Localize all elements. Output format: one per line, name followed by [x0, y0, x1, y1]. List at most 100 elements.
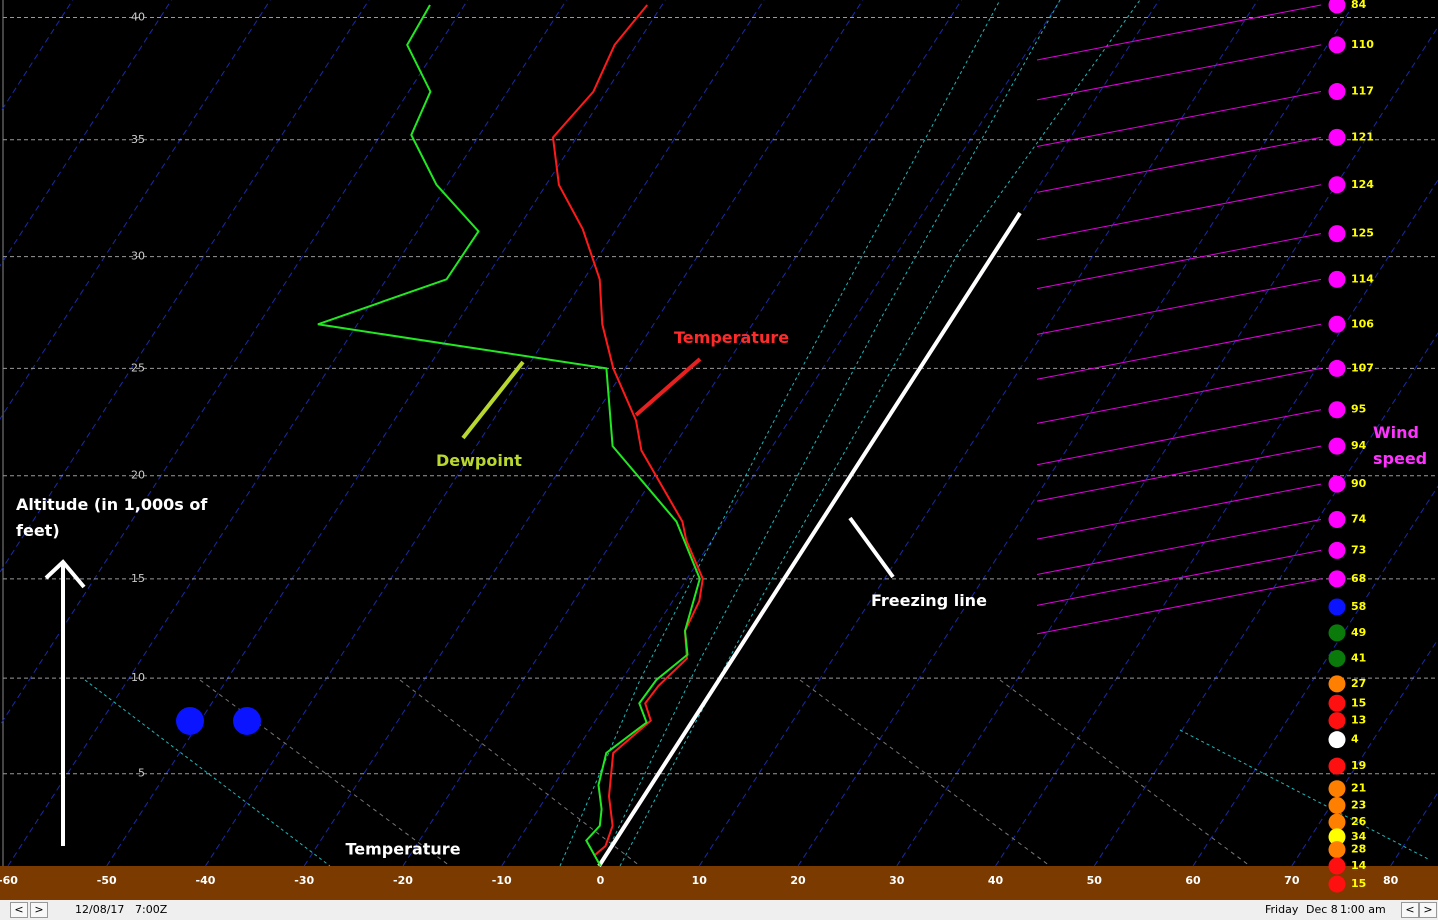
legend-dot [176, 707, 204, 735]
next-button[interactable]: > [30, 902, 48, 918]
prev-button[interactable]: < [10, 902, 28, 918]
isotherm-grid-line [303, 0, 864, 867]
adiabat [559, 0, 1001, 867]
x-tick-label: 20 [790, 874, 806, 887]
wind-marker [1328, 128, 1346, 146]
isotherm-grid-line [1093, 332, 1438, 867]
y-tick-label: 5 [138, 767, 145, 780]
adiabat [1179, 729, 1431, 861]
x-tick-label: -50 [97, 874, 117, 887]
isotherm-grid-line [797, 0, 1358, 867]
x-tick-label: 50 [1087, 874, 1103, 887]
wind-barb [1036, 409, 1322, 466]
temperature-annotation: Temperature [674, 328, 790, 347]
y-tick-label: 15 [131, 572, 145, 585]
wind-label: 28 [1351, 843, 1366, 856]
dewpoint-annotation: Dewpoint [436, 451, 522, 470]
x-tick-label: -40 [196, 874, 216, 887]
y-tick-label: 30 [131, 250, 145, 263]
wind-label: 107 [1351, 361, 1374, 374]
wind-marker [1328, 757, 1346, 775]
wind-label: 94 [1351, 439, 1367, 452]
time: 7:00Z [135, 903, 168, 916]
wind-marker [1328, 780, 1346, 798]
x-tick-label: 40 [988, 874, 1004, 887]
wind-label: 117 [1351, 85, 1374, 98]
isotherm-grid-line [1291, 638, 1438, 867]
legend-dot [233, 707, 261, 735]
wind-marker [1328, 359, 1346, 377]
wind-label: 26 [1351, 815, 1367, 828]
wind-marker [1328, 841, 1346, 859]
wind-barb [1036, 483, 1322, 540]
wind-label: 23 [1351, 798, 1366, 811]
wind-label: 84 [1351, 0, 1367, 11]
wind-marker [1328, 176, 1346, 194]
wind-marker [1328, 875, 1346, 893]
isotherm-grid-line [402, 0, 962, 867]
wind-label: 125 [1351, 227, 1374, 240]
wind-marker [1328, 813, 1346, 831]
adiabat [619, 0, 1141, 867]
x-tick-label: 30 [889, 874, 905, 887]
isotherm-grid-line [7, 0, 567, 867]
wind-label: 58 [1351, 600, 1366, 613]
wind-barb [1036, 233, 1322, 290]
altitude-arrowhead [44, 559, 86, 589]
wind-marker [1328, 570, 1346, 588]
wind-marker [1328, 401, 1346, 419]
x-tick-label: 60 [1185, 874, 1201, 887]
wind-barb [1036, 44, 1322, 101]
wind-label: 14 [1351, 859, 1367, 872]
date: 12/08/17 [75, 903, 125, 916]
x-tick-label: -10 [492, 874, 512, 887]
wind-marker [1328, 650, 1346, 668]
x-tick-label: 0 [597, 874, 605, 887]
wind-label: 110 [1351, 38, 1374, 51]
wind-marker [1328, 511, 1346, 529]
local-date: Dec 8 [1306, 903, 1338, 916]
grid [0, 0, 1438, 867]
wind-annotation: Wind speed [1373, 423, 1428, 468]
isotherm-grid-line [995, 179, 1438, 867]
y-tick-label: 10 [131, 671, 145, 684]
wind-barb [1036, 4, 1322, 61]
x-tick-label: -60 [0, 874, 18, 887]
isotherm-grid-line [501, 0, 1061, 867]
sounding-line [317, 4, 701, 867]
wind-label: 68 [1351, 572, 1366, 585]
wind-marker [1328, 36, 1346, 54]
wind-label: 21 [1351, 782, 1366, 795]
wind-marker [1328, 694, 1346, 712]
altitude-annotation: Altitude (in 1,000s of feet) [16, 495, 208, 540]
status-bar: < > 12/08/17 7:00Z Friday Dec 8 1:00 am … [0, 900, 1438, 920]
freezing-pointer [848, 516, 895, 579]
wind-barb [1036, 184, 1322, 241]
y-tick-label: 35 [131, 133, 145, 146]
wind-barb [1036, 278, 1322, 335]
wind-label: 34 [1351, 830, 1367, 843]
x-tick-label: 80 [1383, 874, 1399, 887]
wind-barb [1036, 323, 1322, 380]
wind-marker [1328, 828, 1346, 846]
wind-barb [1036, 445, 1322, 502]
wind-barb [1036, 91, 1322, 148]
axis-band [0, 866, 1438, 900]
wind-label: 121 [1351, 130, 1374, 143]
wind-marker [1328, 225, 1346, 243]
wind-label: 19 [1351, 759, 1366, 772]
dewpoint-pointer [461, 360, 525, 440]
x-axis-title: Temperature [345, 840, 460, 859]
next-button[interactable]: > [1419, 902, 1437, 918]
x-tick-label: -20 [393, 874, 413, 887]
adiabat [84, 679, 331, 867]
isotherm-grid-line [698, 0, 1259, 867]
y-tick-label: 25 [131, 361, 145, 374]
freezing-line [597, 211, 1022, 868]
wind-label: 124 [1351, 178, 1374, 191]
wind-label: 27 [1351, 677, 1366, 690]
isotherm-grid-line [106, 0, 666, 867]
chart: Temperature -60 -50 -40 -30 -20 -10 0 10 20 30 40 5… [0, 0, 1438, 900]
prev-button[interactable]: < [1401, 902, 1419, 918]
wind-marker [1328, 270, 1346, 288]
